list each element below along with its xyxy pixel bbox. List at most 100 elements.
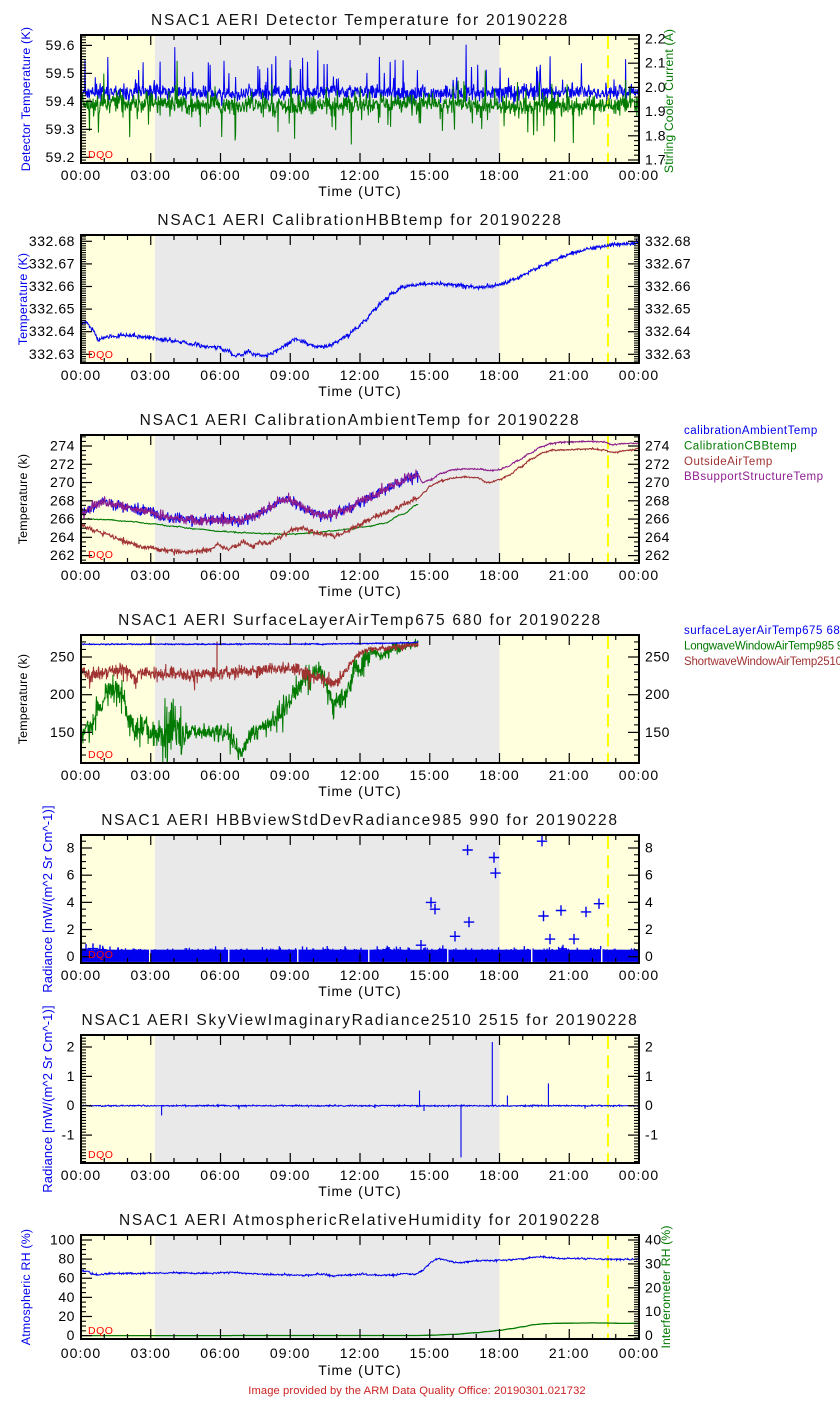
svg-text:150: 150 (50, 724, 75, 740)
svg-text:266: 266 (50, 511, 75, 527)
svg-text:59.5: 59.5 (46, 65, 75, 81)
svg-text:268: 268 (645, 492, 670, 508)
svg-text:2.0: 2.0 (645, 79, 666, 95)
svg-text:00:00: 00:00 (61, 1345, 102, 1361)
svg-text:270: 270 (645, 474, 670, 490)
svg-text:21:00: 21:00 (549, 1167, 590, 1183)
svg-text:DQO: DQO (88, 549, 113, 561)
svg-text:15:00: 15:00 (410, 567, 451, 583)
svg-text:40: 40 (645, 1232, 662, 1248)
svg-text:1.9: 1.9 (645, 103, 666, 119)
svg-text:15:00: 15:00 (410, 1167, 451, 1183)
svg-text:ShortwaveWindowAirTemp2510 251: ShortwaveWindowAirTemp2510 2515 (684, 656, 840, 668)
svg-text:2: 2 (67, 1039, 75, 1055)
svg-text:80: 80 (58, 1251, 75, 1267)
svg-text:274: 274 (50, 438, 75, 454)
svg-text:00:00: 00:00 (619, 367, 660, 383)
svg-text:Time (UTC): Time (UTC) (318, 383, 402, 399)
svg-text:12:00: 12:00 (340, 767, 381, 783)
svg-text:332.64: 332.64 (645, 323, 691, 339)
svg-text:Time (UTC): Time (UTC) (318, 583, 402, 599)
svg-text:2.2: 2.2 (645, 31, 666, 47)
svg-text:Interferometer RH (%): Interferometer RH (%) (659, 1225, 673, 1348)
svg-text:59.4: 59.4 (46, 93, 75, 109)
svg-text:21:00: 21:00 (549, 167, 590, 183)
svg-text:15:00: 15:00 (410, 767, 451, 783)
svg-text:4: 4 (645, 894, 653, 910)
svg-text:0: 0 (645, 1327, 653, 1343)
svg-text:00:00: 00:00 (619, 567, 660, 583)
svg-text:60: 60 (58, 1270, 75, 1286)
svg-text:Radiance [mW/(m^2 Sr Cm^-1)]: Radiance [mW/(m^2 Sr Cm^-1)] (40, 805, 55, 993)
svg-text:15:00: 15:00 (410, 1345, 451, 1361)
svg-text:CalibrationCBBtemp: CalibrationCBBtemp (684, 440, 797, 452)
svg-text:18:00: 18:00 (479, 967, 520, 983)
svg-text:Time (UTC): Time (UTC) (318, 1183, 402, 1199)
svg-text:03:00: 03:00 (131, 967, 172, 983)
svg-text:06:00: 06:00 (200, 1345, 241, 1361)
svg-text:09:00: 09:00 (270, 967, 311, 983)
svg-text:264: 264 (645, 529, 670, 545)
svg-text:200: 200 (645, 686, 670, 702)
svg-text:06:00: 06:00 (200, 567, 241, 583)
svg-text:BBsupportStructureTemp: BBsupportStructureTemp (684, 471, 823, 483)
svg-text:-1: -1 (61, 1127, 75, 1143)
svg-text:00:00: 00:00 (619, 1167, 660, 1183)
svg-text:12:00: 12:00 (340, 367, 381, 383)
svg-text:332.65: 332.65 (645, 301, 691, 317)
svg-text:03:00: 03:00 (131, 1167, 172, 1183)
svg-text:1: 1 (645, 1068, 653, 1084)
svg-text:8: 8 (67, 840, 75, 856)
svg-text:00:00: 00:00 (61, 1167, 102, 1183)
svg-text:00:00: 00:00 (61, 367, 102, 383)
svg-text:00:00: 00:00 (61, 967, 102, 983)
svg-text:0: 0 (67, 1097, 75, 1113)
svg-text:06:00: 06:00 (200, 767, 241, 783)
svg-text:8: 8 (645, 840, 653, 856)
svg-text:12:00: 12:00 (340, 967, 381, 983)
svg-text:274: 274 (645, 438, 670, 454)
svg-text:2: 2 (645, 1039, 653, 1055)
svg-text:Image provided by the ARM Data: Image provided by the ARM Data Quality O… (248, 1385, 585, 1397)
svg-text:LongwaveWindowAirTemp985 990: LongwaveWindowAirTemp985 990 (684, 640, 840, 652)
svg-text:1: 1 (67, 1068, 75, 1084)
svg-text:266: 266 (645, 511, 670, 527)
svg-text:18:00: 18:00 (479, 1167, 520, 1183)
svg-text:150: 150 (645, 724, 670, 740)
svg-text:06:00: 06:00 (200, 167, 241, 183)
svg-text:264: 264 (50, 529, 75, 545)
svg-text:Detector Temperature (K): Detector Temperature (K) (19, 27, 33, 171)
svg-text:30: 30 (645, 1255, 662, 1271)
svg-text:4: 4 (67, 894, 75, 910)
svg-text:Time (UTC): Time (UTC) (318, 783, 402, 799)
svg-text:Time (UTC): Time (UTC) (318, 983, 402, 999)
svg-text:03:00: 03:00 (131, 767, 172, 783)
svg-text:Stirling Cooler Current (A): Stirling Cooler Current (A) (662, 29, 676, 173)
svg-text:20: 20 (645, 1279, 662, 1295)
svg-text:00:00: 00:00 (61, 767, 102, 783)
svg-text:03:00: 03:00 (131, 167, 172, 183)
svg-text:03:00: 03:00 (131, 367, 172, 383)
svg-text:2.1: 2.1 (645, 55, 666, 71)
svg-text:1.7: 1.7 (645, 152, 666, 168)
svg-text:Atmospheric RH (%): Atmospheric RH (%) (19, 1229, 33, 1346)
svg-text:06:00: 06:00 (200, 367, 241, 383)
svg-text:03:00: 03:00 (131, 567, 172, 583)
svg-text:-1: -1 (645, 1127, 659, 1143)
svg-text:0: 0 (645, 948, 653, 964)
svg-text:DQO: DQO (88, 1149, 113, 1161)
svg-text:262: 262 (645, 547, 670, 563)
svg-text:09:00: 09:00 (270, 767, 311, 783)
svg-text:268: 268 (50, 492, 75, 508)
svg-text:Temperature (k): Temperature (k) (16, 454, 30, 544)
svg-text:Time (UTC): Time (UTC) (318, 1362, 402, 1378)
svg-text:DQO: DQO (88, 1325, 113, 1337)
svg-text:250: 250 (50, 649, 75, 665)
svg-text:00:00: 00:00 (619, 167, 660, 183)
svg-text:20: 20 (58, 1308, 75, 1324)
svg-text:272: 272 (645, 456, 670, 472)
svg-text:0: 0 (67, 948, 75, 964)
svg-text:DQO: DQO (88, 349, 113, 361)
svg-text:262: 262 (50, 547, 75, 563)
svg-text:NSAC1 AERI CalibrationHBBtemp: NSAC1 AERI CalibrationHBBtemp for 201902… (157, 212, 562, 229)
